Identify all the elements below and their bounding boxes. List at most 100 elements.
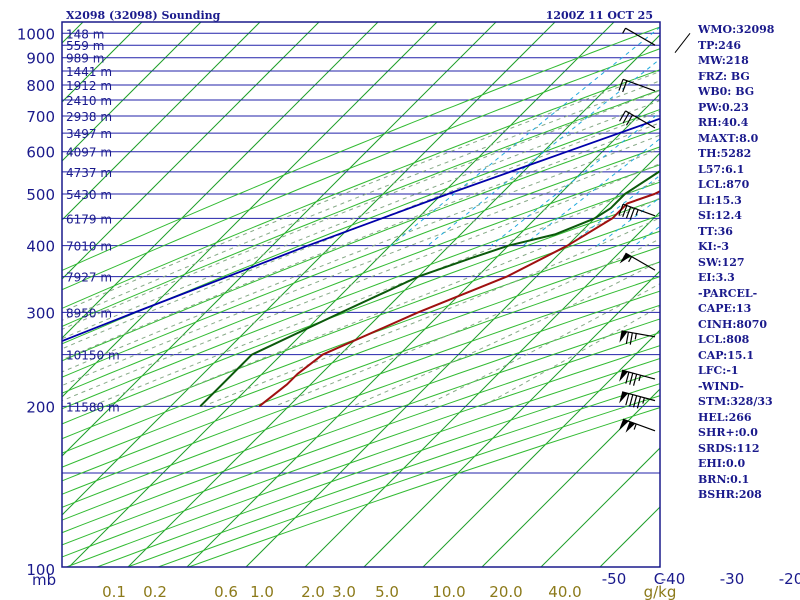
wind-barb-full [629,394,634,407]
sidebar-stat: SHR+:0.0 [698,426,758,439]
isotherm-line [540,447,660,567]
temperature-tick-label: -50 [602,570,627,588]
wind-barb [619,391,656,409]
moist-adiabat-line [62,100,660,340]
pressure-tick-label: 500 [26,186,55,204]
wind-axis-line [674,33,691,53]
moist-adiabat-line [62,110,660,350]
sidebar-stat: EHI:0.0 [698,457,746,470]
sidebar-stat: BRN:0.1 [698,472,750,486]
height-label: 6179 m [66,212,112,226]
sidebar-stat: -PARCEL- [698,286,758,300]
wind-barb-full [622,112,630,124]
wind-barb [622,27,656,46]
wind-barb-flag [618,419,629,431]
wind-barb-half [628,256,633,263]
pressure-tick-label: 200 [26,398,55,416]
height-label: 5430 m [66,188,112,202]
sidebar-stat: STM:328/33 [698,395,773,408]
height-label: 559 m [66,39,104,53]
mixing-ratio-line [490,111,660,247]
pressure-tick-label: 100 [26,561,55,579]
sidebar-stat: -WIND- [698,379,744,393]
wind-barb-full [629,332,633,345]
wind-barb [619,252,656,271]
height-label: 2938 m [66,110,112,124]
height-label: 10150 m [66,349,120,363]
moist-adiabat-line [62,122,660,361]
wind-barb-staff [622,78,656,92]
parcel-trace [62,117,660,343]
mixing-ratio-tick-label: 0.6 [214,583,238,600]
height-label: 7010 m [66,240,112,254]
sidebar-stat: LI:15.3 [698,193,742,207]
height-label: 3497 m [66,127,112,141]
sidebar-stat: RH:40.4 [698,116,749,129]
sounding-indices: WMO:32098 TP:246 MW:218 FRZ: BG WB0: BG PW:0.… [698,22,798,503]
pressure-tick-label: 1000 [17,25,55,43]
wind-barbs [618,27,691,433]
wind-barb-flag [619,330,628,343]
wind-barb-full [618,79,624,91]
sidebar-stat: PW:0.23 [698,100,749,114]
pressure-tick-label: 700 [26,108,55,126]
sidebar-stat: TH:5282 [698,147,752,160]
sidebar-stat: WB0: BG [698,85,755,98]
wind-barb-half [634,333,637,340]
pressure-tick-label: 900 [26,50,55,68]
sidebar-stat: MW:218 [698,54,749,67]
mixing-ratio-tick-label: 0.2 [143,583,167,600]
isotherm-line [304,211,660,567]
wind-barb-half [638,375,642,382]
wind-barb-half [642,397,645,404]
background-grid [62,22,660,567]
moist-adiabat-line [62,70,660,313]
pressure-tick-label: 600 [26,144,55,162]
sidebar-stat: TP:246 [698,38,742,52]
dry-adiabat-line [62,181,660,410]
sidebar-stat: WMO:32098 [698,23,775,36]
wind-barb [618,78,656,93]
wind-barb-flag [619,253,631,264]
mixing-ratio-tick-label: g/kg [644,583,677,600]
sidebar-stat: SRDS:112 [698,441,760,455]
temperature-tick-label: -30 [720,570,745,588]
isotherm-line [422,329,660,567]
sidebar-stat: CINH:8070 [698,317,768,331]
moist-adiabat-line [141,197,660,407]
dry-adiabat-line [62,48,660,291]
wind-barb-full [625,331,630,345]
wind-barb [618,203,656,220]
height-label: 989 m [66,52,104,66]
wind-barb-full [622,80,628,93]
dry-adiabat-line [62,108,660,345]
isotherm-line [62,22,438,398]
isotherm-line [245,152,660,567]
height-label: 1912 m [66,79,112,93]
sidebar-stat: BSHR:208 [698,488,762,501]
temperature-tick-label: C [654,570,664,588]
wind-barb-full [618,203,624,216]
mixing-ratio-tick-label: 10.0 [432,583,465,600]
dry-adiabat-line [62,331,660,546]
sidebar-stat: TT:36 [698,224,733,238]
wind-barb [619,110,656,129]
moist-adiabat-line [352,260,660,407]
sidebar-stat: FRZ: BG [698,69,750,83]
dry-adiabat-line [62,261,660,482]
mixing-ratio-tick-label: 0.1 [102,583,126,600]
isotherm-line [127,34,660,567]
mixing-ratio-line [522,138,660,247]
dry-adiabat-line [62,230,660,454]
wind-barb-half [633,423,637,430]
wind-barb [618,418,656,433]
dry-adiabat-line [62,127,660,362]
wind-barb-full [619,110,627,122]
dry-adiabat-line [62,214,660,440]
height-label: 8950 m [66,306,112,320]
pressure-unit-label: mb [32,571,56,589]
sidebar-stat: HEL:266 [698,410,752,424]
plot-frame [61,21,661,568]
mixing-ratio-tick-label: 5.0 [375,583,399,600]
